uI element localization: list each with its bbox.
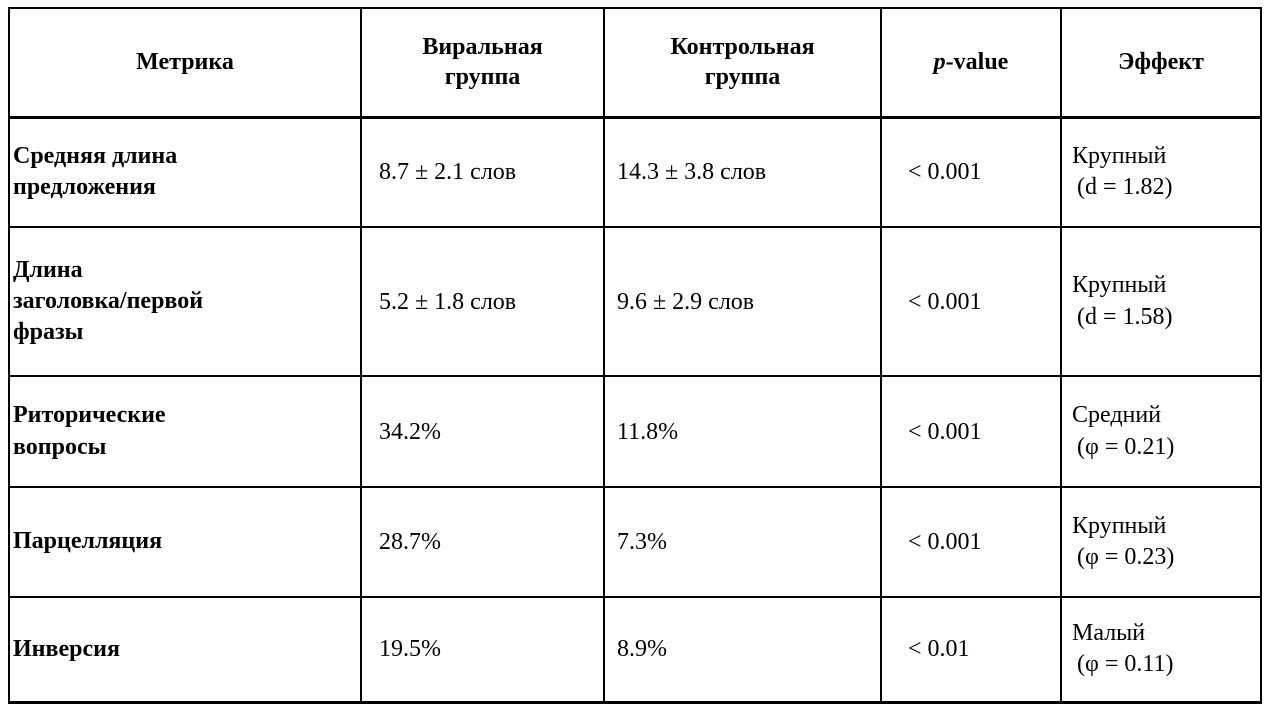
metric-cell: Риторические вопросы bbox=[8, 375, 362, 488]
control-group-cell: 7.3% bbox=[603, 486, 882, 598]
effect-size-label: Малый bbox=[1072, 620, 1146, 647]
effect-size-label: Крупный bbox=[1072, 512, 1167, 539]
effect-cell: Малый (φ = 0.11) bbox=[1060, 596, 1262, 704]
control-group-cell: 8.9% bbox=[603, 596, 882, 704]
effect-size-label: Средний bbox=[1072, 402, 1162, 429]
pvalue-rest: -value bbox=[945, 49, 1009, 76]
effect-cell: Крупный (d = 1.58) bbox=[1060, 226, 1262, 377]
viral-group-cell: 8.7 ± 2.1 слов bbox=[360, 116, 605, 228]
table-row: Риторические вопросы 34.2% 11.8% < 0.001… bbox=[8, 375, 1262, 488]
pvalue-cell: < 0.001 bbox=[880, 116, 1062, 228]
col-header-pvalue: p-value bbox=[880, 7, 1062, 119]
col-header-viral: Виральная группа bbox=[360, 7, 605, 119]
col-header-effect: Эффект bbox=[1060, 7, 1262, 119]
effect-cell: Крупный (φ = 0.23) bbox=[1060, 486, 1262, 598]
metric-cell: Длина заголовка/первой фразы bbox=[8, 226, 362, 377]
metric-cell: Средняя длина предложения bbox=[8, 116, 362, 228]
effect-stat-label: (d = 1.82) bbox=[1077, 174, 1173, 201]
viral-group-cell: 28.7% bbox=[360, 486, 605, 598]
viral-group-cell: 19.5% bbox=[360, 596, 605, 704]
viral-group-cell: 34.2% bbox=[360, 375, 605, 488]
header-row: Метрика Виральная группа Контрольная гру… bbox=[8, 7, 1262, 119]
table-row: Парцелляция 28.7% 7.3% < 0.001 Крупный (… bbox=[8, 486, 1262, 598]
table-row: Средняя длина предложения 8.7 ± 2.1 слов… bbox=[8, 116, 1262, 228]
metric-cell: Инверсия bbox=[8, 596, 362, 704]
viral-group-cell: 5.2 ± 1.8 слов bbox=[360, 226, 605, 377]
col-header-control: Контрольная группа bbox=[603, 7, 882, 119]
effect-stat-label: (φ = 0.23) bbox=[1077, 544, 1175, 570]
control-group-cell: 14.3 ± 3.8 слов bbox=[603, 116, 882, 228]
effect-stat-label: (d = 1.58) bbox=[1077, 303, 1173, 330]
table-row: Длина заголовка/первой фразы 5.2 ± 1.8 с… bbox=[8, 226, 1262, 377]
col-header-metric: Метрика bbox=[8, 7, 362, 119]
effect-cell: Средний (φ = 0.21) bbox=[1060, 375, 1262, 488]
effect-size-label: Крупный bbox=[1072, 272, 1167, 299]
control-group-cell: 9.6 ± 2.9 слов bbox=[603, 226, 882, 377]
pvalue-cell: < 0.01 bbox=[880, 596, 1062, 704]
pvalue-cell: < 0.001 bbox=[880, 486, 1062, 598]
table-row: Инверсия 19.5% 8.9% < 0.01 Малый (φ = 0.… bbox=[8, 596, 1262, 704]
control-group-cell: 11.8% bbox=[603, 375, 882, 488]
metric-cell: Парцелляция bbox=[8, 486, 362, 598]
effect-size-label: Крупный bbox=[1072, 143, 1167, 170]
metrics-table: Метрика Виральная группа Контрольная гру… bbox=[8, 7, 1262, 704]
effect-stat-label: (φ = 0.21) bbox=[1077, 433, 1175, 460]
effect-stat-label: (φ = 0.11) bbox=[1077, 651, 1174, 678]
pvalue-italic-p: p bbox=[933, 49, 946, 76]
pvalue-cell: < 0.001 bbox=[880, 375, 1062, 488]
pvalue-cell: < 0.001 bbox=[880, 226, 1062, 377]
effect-cell: Крупный (d = 1.82) bbox=[1060, 116, 1262, 228]
